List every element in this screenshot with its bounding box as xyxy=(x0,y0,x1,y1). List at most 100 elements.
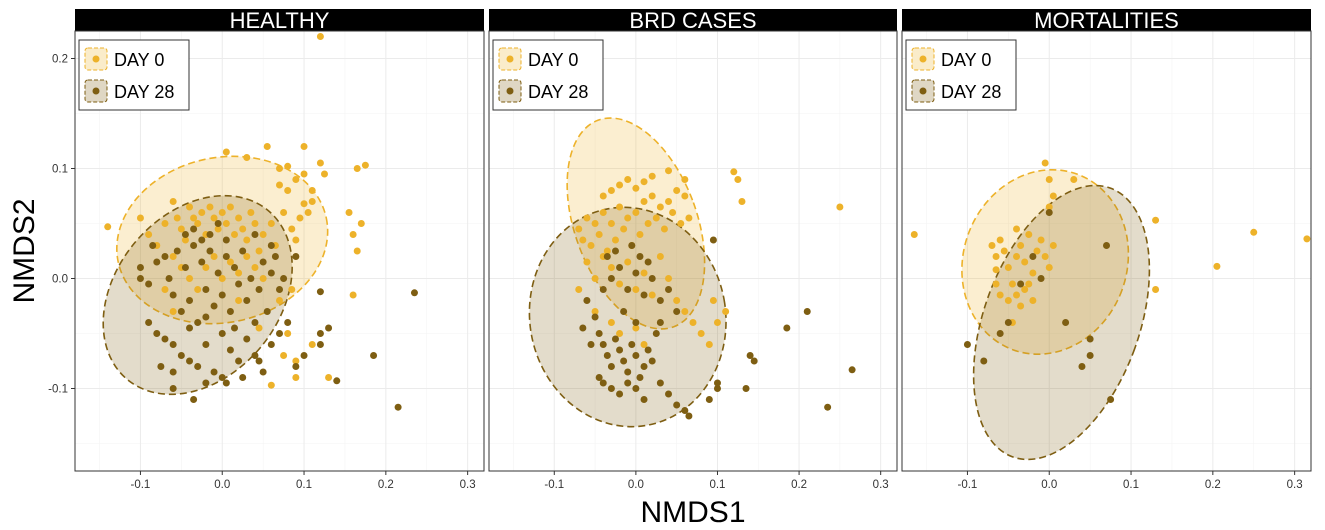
point-day28 xyxy=(607,363,615,370)
point-day0 xyxy=(648,192,656,200)
point-day28 xyxy=(218,374,226,381)
point-day28 xyxy=(595,330,603,337)
point-day28 xyxy=(673,401,681,409)
point-day28 xyxy=(665,390,673,398)
legend-item-day28: DAY 28 xyxy=(911,79,1001,103)
point-day0 xyxy=(656,253,664,260)
point-day0 xyxy=(259,275,267,282)
point-day0 xyxy=(665,167,673,175)
point-day0 xyxy=(910,231,918,238)
point-day0 xyxy=(673,297,681,304)
point-day0 xyxy=(1029,297,1037,304)
panel-border xyxy=(74,30,485,472)
x-tick-label: 0.3 xyxy=(873,479,889,491)
point-day0 xyxy=(300,143,308,150)
point-day28 xyxy=(202,379,210,387)
point-day0 xyxy=(636,231,644,238)
point-day28 xyxy=(980,357,988,365)
point-day0 xyxy=(660,225,668,233)
point-day0 xyxy=(1013,253,1021,260)
point-day28 xyxy=(603,352,611,359)
point-day0 xyxy=(616,280,624,288)
point-day0 xyxy=(292,374,300,381)
point-day28 xyxy=(161,335,169,343)
point-day0 xyxy=(259,231,267,238)
legend-item-day0: DAY 0 xyxy=(498,47,578,71)
point-day0 xyxy=(665,275,673,282)
point-day0 xyxy=(1000,247,1008,255)
point-day28 xyxy=(231,264,239,271)
point-day28 xyxy=(616,390,624,398)
point-day0 xyxy=(177,225,185,233)
point-day28 xyxy=(640,363,648,370)
point-day28 xyxy=(848,366,856,374)
point-day0 xyxy=(308,198,316,205)
legend-label-day0: DAY 0 xyxy=(941,50,991,70)
point-day0 xyxy=(705,341,713,348)
point-day0 xyxy=(288,225,296,233)
x-tick-label: 0.2 xyxy=(791,479,807,491)
point-day28 xyxy=(1045,209,1053,216)
point-day0 xyxy=(665,198,673,205)
point-day0 xyxy=(616,181,624,189)
point-day0 xyxy=(591,220,599,227)
point-day0 xyxy=(1013,291,1021,299)
point-day0 xyxy=(247,209,255,216)
point-day28 xyxy=(1004,319,1012,326)
point-day0 xyxy=(1004,264,1012,271)
point-day28 xyxy=(632,269,640,277)
point-day0 xyxy=(632,184,640,192)
x-tick-label: -0.1 xyxy=(958,479,978,491)
point-day0 xyxy=(616,330,624,337)
panel-border xyxy=(488,30,898,472)
point-day0 xyxy=(255,324,263,332)
point-day28 xyxy=(1062,319,1070,326)
point-day28 xyxy=(231,324,239,332)
point-day28 xyxy=(235,357,243,365)
point-day28 xyxy=(652,330,660,337)
point-day28 xyxy=(251,231,259,238)
point-day0 xyxy=(583,258,591,266)
legend-dot-day28 xyxy=(919,87,927,95)
point-day0 xyxy=(644,220,652,227)
point-day28 xyxy=(214,220,222,227)
point-day28 xyxy=(333,377,341,385)
point-day28 xyxy=(1017,280,1025,288)
point-day28 xyxy=(255,286,263,293)
point-day28 xyxy=(161,253,169,260)
point-day0 xyxy=(300,200,308,208)
point-day28 xyxy=(620,308,628,315)
x-tick-label: 0.0 xyxy=(214,479,230,491)
point-day0 xyxy=(210,253,218,260)
legend-box xyxy=(492,39,604,111)
point-day0 xyxy=(104,223,112,231)
point-day28 xyxy=(783,324,791,332)
x-tick-label: -0.1 xyxy=(131,479,151,491)
panel-border xyxy=(901,30,1312,472)
point-day0 xyxy=(280,209,288,216)
point-day0 xyxy=(640,269,648,277)
legend-label-day0: DAY 0 xyxy=(114,50,164,70)
point-day28 xyxy=(292,363,300,370)
point-day0 xyxy=(161,220,169,227)
point-day28 xyxy=(173,247,181,255)
point-day28 xyxy=(394,403,402,411)
point-day0 xyxy=(173,214,181,222)
x-ticks: -0.1 0.0 0.1 0.2 0.3 xyxy=(958,471,1303,491)
point-day0 xyxy=(681,192,689,200)
point-day28 xyxy=(222,379,230,387)
x-tick-label: -0.1 xyxy=(544,479,564,491)
point-day28 xyxy=(742,385,750,392)
point-day0 xyxy=(316,159,324,167)
point-day0 xyxy=(169,253,177,260)
legend-box xyxy=(905,39,1017,111)
point-day28 xyxy=(1086,352,1094,359)
point-day28 xyxy=(599,341,607,348)
point-day28 xyxy=(624,286,632,293)
point-day0 xyxy=(734,176,742,183)
point-day0 xyxy=(681,308,689,315)
point-day0 xyxy=(713,319,721,326)
points xyxy=(910,159,1311,403)
point-day0 xyxy=(226,258,234,266)
panel-healthy: HEALTHY DAY 0 DAY 28 -0.1 0.0 0.1 0.2 0.3 xyxy=(74,8,485,491)
